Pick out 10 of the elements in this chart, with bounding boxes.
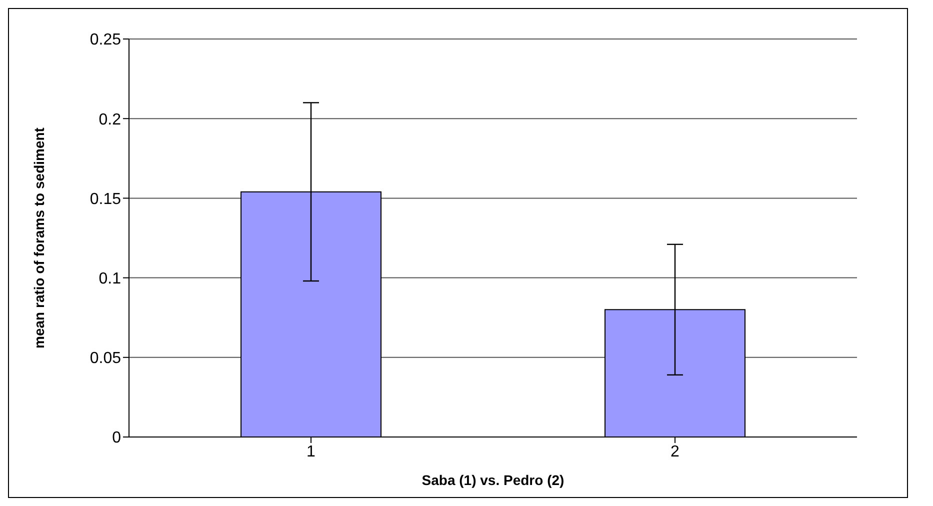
y-tick-label: 0 xyxy=(112,430,122,447)
y-tick-label: 0.05 xyxy=(90,350,122,368)
y-tick-label: 0.2 xyxy=(98,111,122,128)
y-tick-label: 0.1 xyxy=(98,270,122,288)
y-tick-label: 0.25 xyxy=(90,32,122,49)
y-axis-title: mean ratio of forams to sediment xyxy=(30,127,47,348)
x-tick-label: 1 xyxy=(306,443,316,460)
y-tick-label: 0.15 xyxy=(90,190,122,208)
x-tick-label: 2 xyxy=(670,443,680,460)
x-axis-title: Saba (1) vs. Pedro (2) xyxy=(422,472,564,488)
